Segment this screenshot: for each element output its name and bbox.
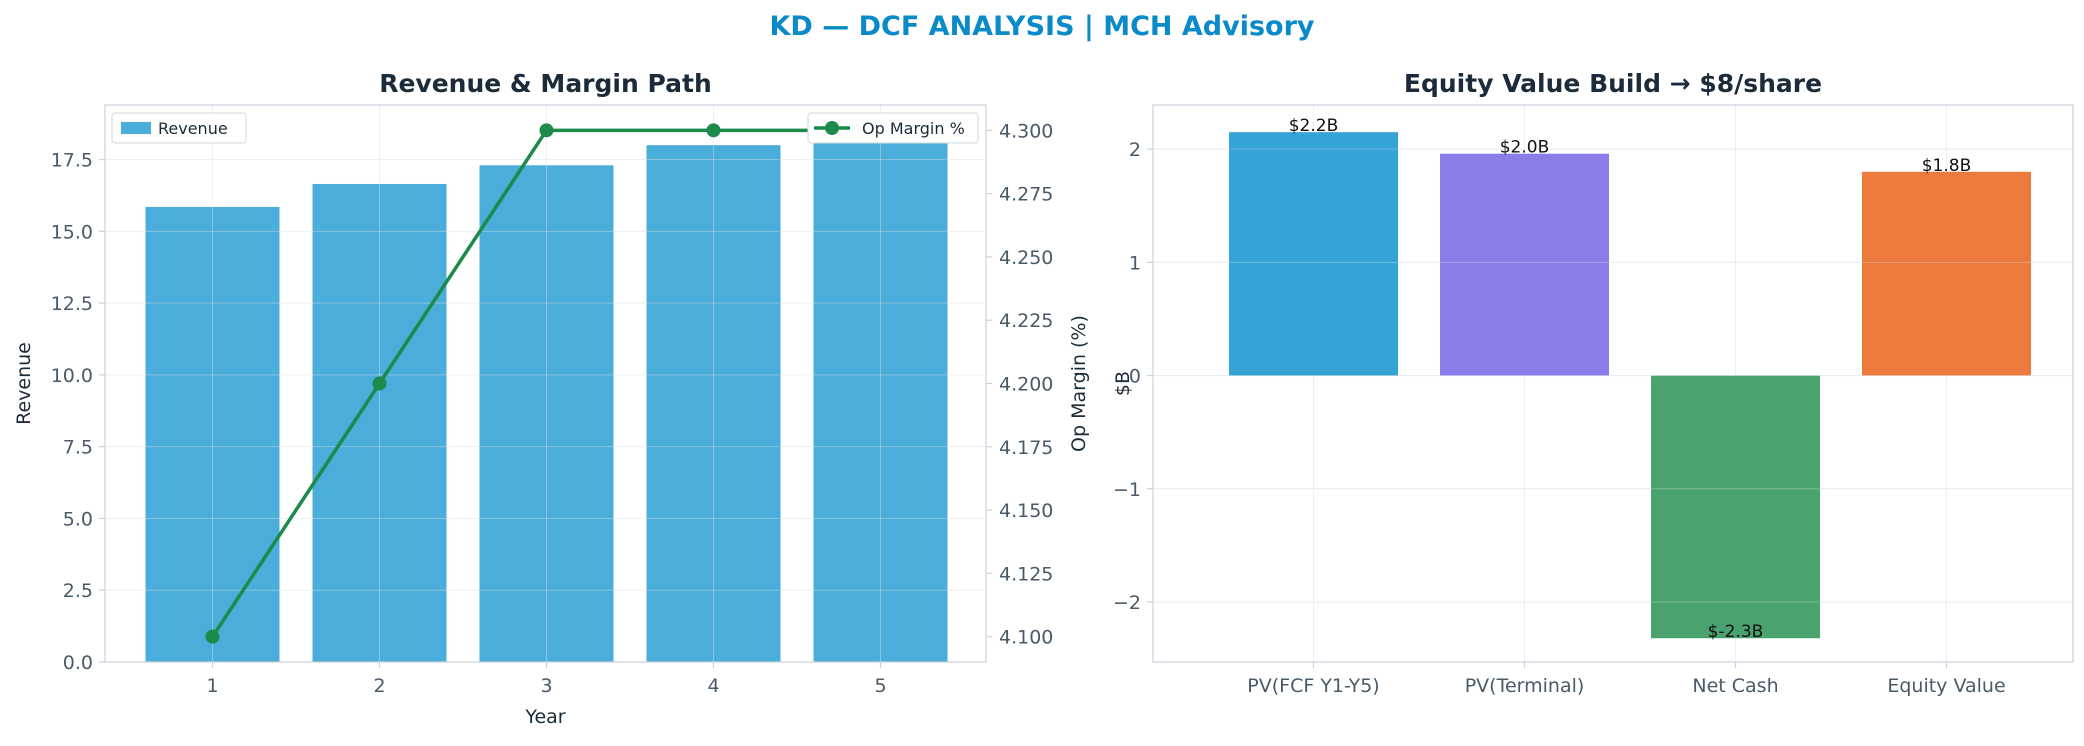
legend-box	[111, 112, 247, 144]
y-tick-label: 7.5	[63, 437, 93, 459]
op-margin-point	[205, 629, 220, 644]
legend-swatch	[121, 122, 151, 134]
y-tick-label: 0.0	[63, 652, 93, 674]
legend-box	[807, 112, 979, 144]
equity-value-chart: $2.2B $2.0B $-2.3B $1.8B −2 −1 0 1 2 PV(FCF Y1-Y5…	[1112, 69, 2074, 697]
chart-title: Equity Value Build → $8/share	[1404, 69, 1822, 98]
revenue-bar	[813, 123, 948, 663]
y2-tick-label: 4.275	[999, 184, 1053, 206]
x-tick-label: PV(Terminal)	[1465, 675, 1585, 697]
chart-title: Revenue & Margin Path	[379, 69, 712, 98]
y2-tick-label: 4.250	[999, 247, 1053, 269]
revenue-bar	[479, 165, 614, 662]
legend-op-margin: Op Margin %	[807, 112, 979, 144]
data-label: $2.2B	[1289, 116, 1339, 136]
data-label: $-2.3B	[1708, 622, 1764, 642]
y2-tick-label: 4.200	[999, 374, 1053, 396]
y-tick-label: 2	[1129, 139, 1141, 161]
data-label: $1.8B	[1922, 156, 1972, 176]
legend-label: Revenue	[158, 119, 228, 138]
revenue-bar	[145, 206, 280, 662]
legend-revenue: Revenue	[111, 112, 247, 144]
legend-label: Op Margin %	[862, 119, 965, 138]
x-tick-label: 1	[206, 675, 218, 697]
y2-axis-label: Op Margin (%)	[1068, 315, 1090, 452]
legend-marker	[825, 121, 839, 135]
revenue-margin-chart: 0.0 2.5 5.0 7.5 10.0 12.5 15.0 17.5 4.100 4.125 4.…	[13, 69, 1090, 728]
y-tick-label: 15.0	[51, 221, 93, 243]
y-tick-label: 2.5	[63, 580, 93, 602]
y-tick-label: 12.5	[51, 293, 93, 315]
x-axis-label: Year	[524, 706, 565, 728]
y-tick-label: 10.0	[51, 365, 93, 387]
y-tick-label: −2	[1113, 592, 1141, 614]
revenue-bar	[646, 145, 781, 663]
x-tick-label: 2	[373, 675, 385, 697]
op-margin-point	[372, 376, 387, 391]
y2-tick-label: 4.225	[999, 310, 1053, 332]
value-bar	[1229, 132, 1398, 376]
y-axis-label: $B	[1112, 371, 1134, 396]
y-tick-label: 0	[1129, 366, 1141, 388]
y-axis-label: Revenue	[13, 342, 35, 425]
x-tick-label: 5	[874, 675, 886, 697]
data-label: $2.0B	[1500, 138, 1550, 158]
x-tick-label: Net Cash	[1692, 675, 1778, 697]
y-tick-label: 1	[1129, 252, 1141, 274]
figure-title: KD — DCF ANALYSIS | MCH Advisory	[769, 11, 1314, 42]
y-tick-label: 17.5	[51, 150, 93, 172]
y2-tick-label: 4.300	[999, 120, 1053, 142]
y-tick-label: −1	[1113, 479, 1141, 501]
y2-tick-label: 4.175	[999, 437, 1053, 459]
y-tick-label: 5.0	[63, 508, 93, 530]
op-margin-point	[706, 123, 721, 138]
value-bar	[1440, 153, 1609, 376]
x-tick-label: PV(FCF Y1-Y5)	[1247, 675, 1379, 697]
x-tick-label: Equity Value	[1887, 675, 2005, 697]
y2-tick-label: 4.150	[999, 500, 1053, 522]
value-bar	[1862, 171, 2031, 376]
value-bar	[1651, 375, 1820, 639]
op-margin-point	[539, 123, 554, 138]
y2-tick-label: 4.100	[999, 627, 1053, 649]
plot-frame	[1152, 104, 2074, 663]
x-tick-label: 4	[707, 675, 719, 697]
revenue-bar	[312, 183, 447, 663]
y2-tick-label: 4.125	[999, 563, 1053, 585]
x-tick-label: 3	[540, 675, 552, 697]
